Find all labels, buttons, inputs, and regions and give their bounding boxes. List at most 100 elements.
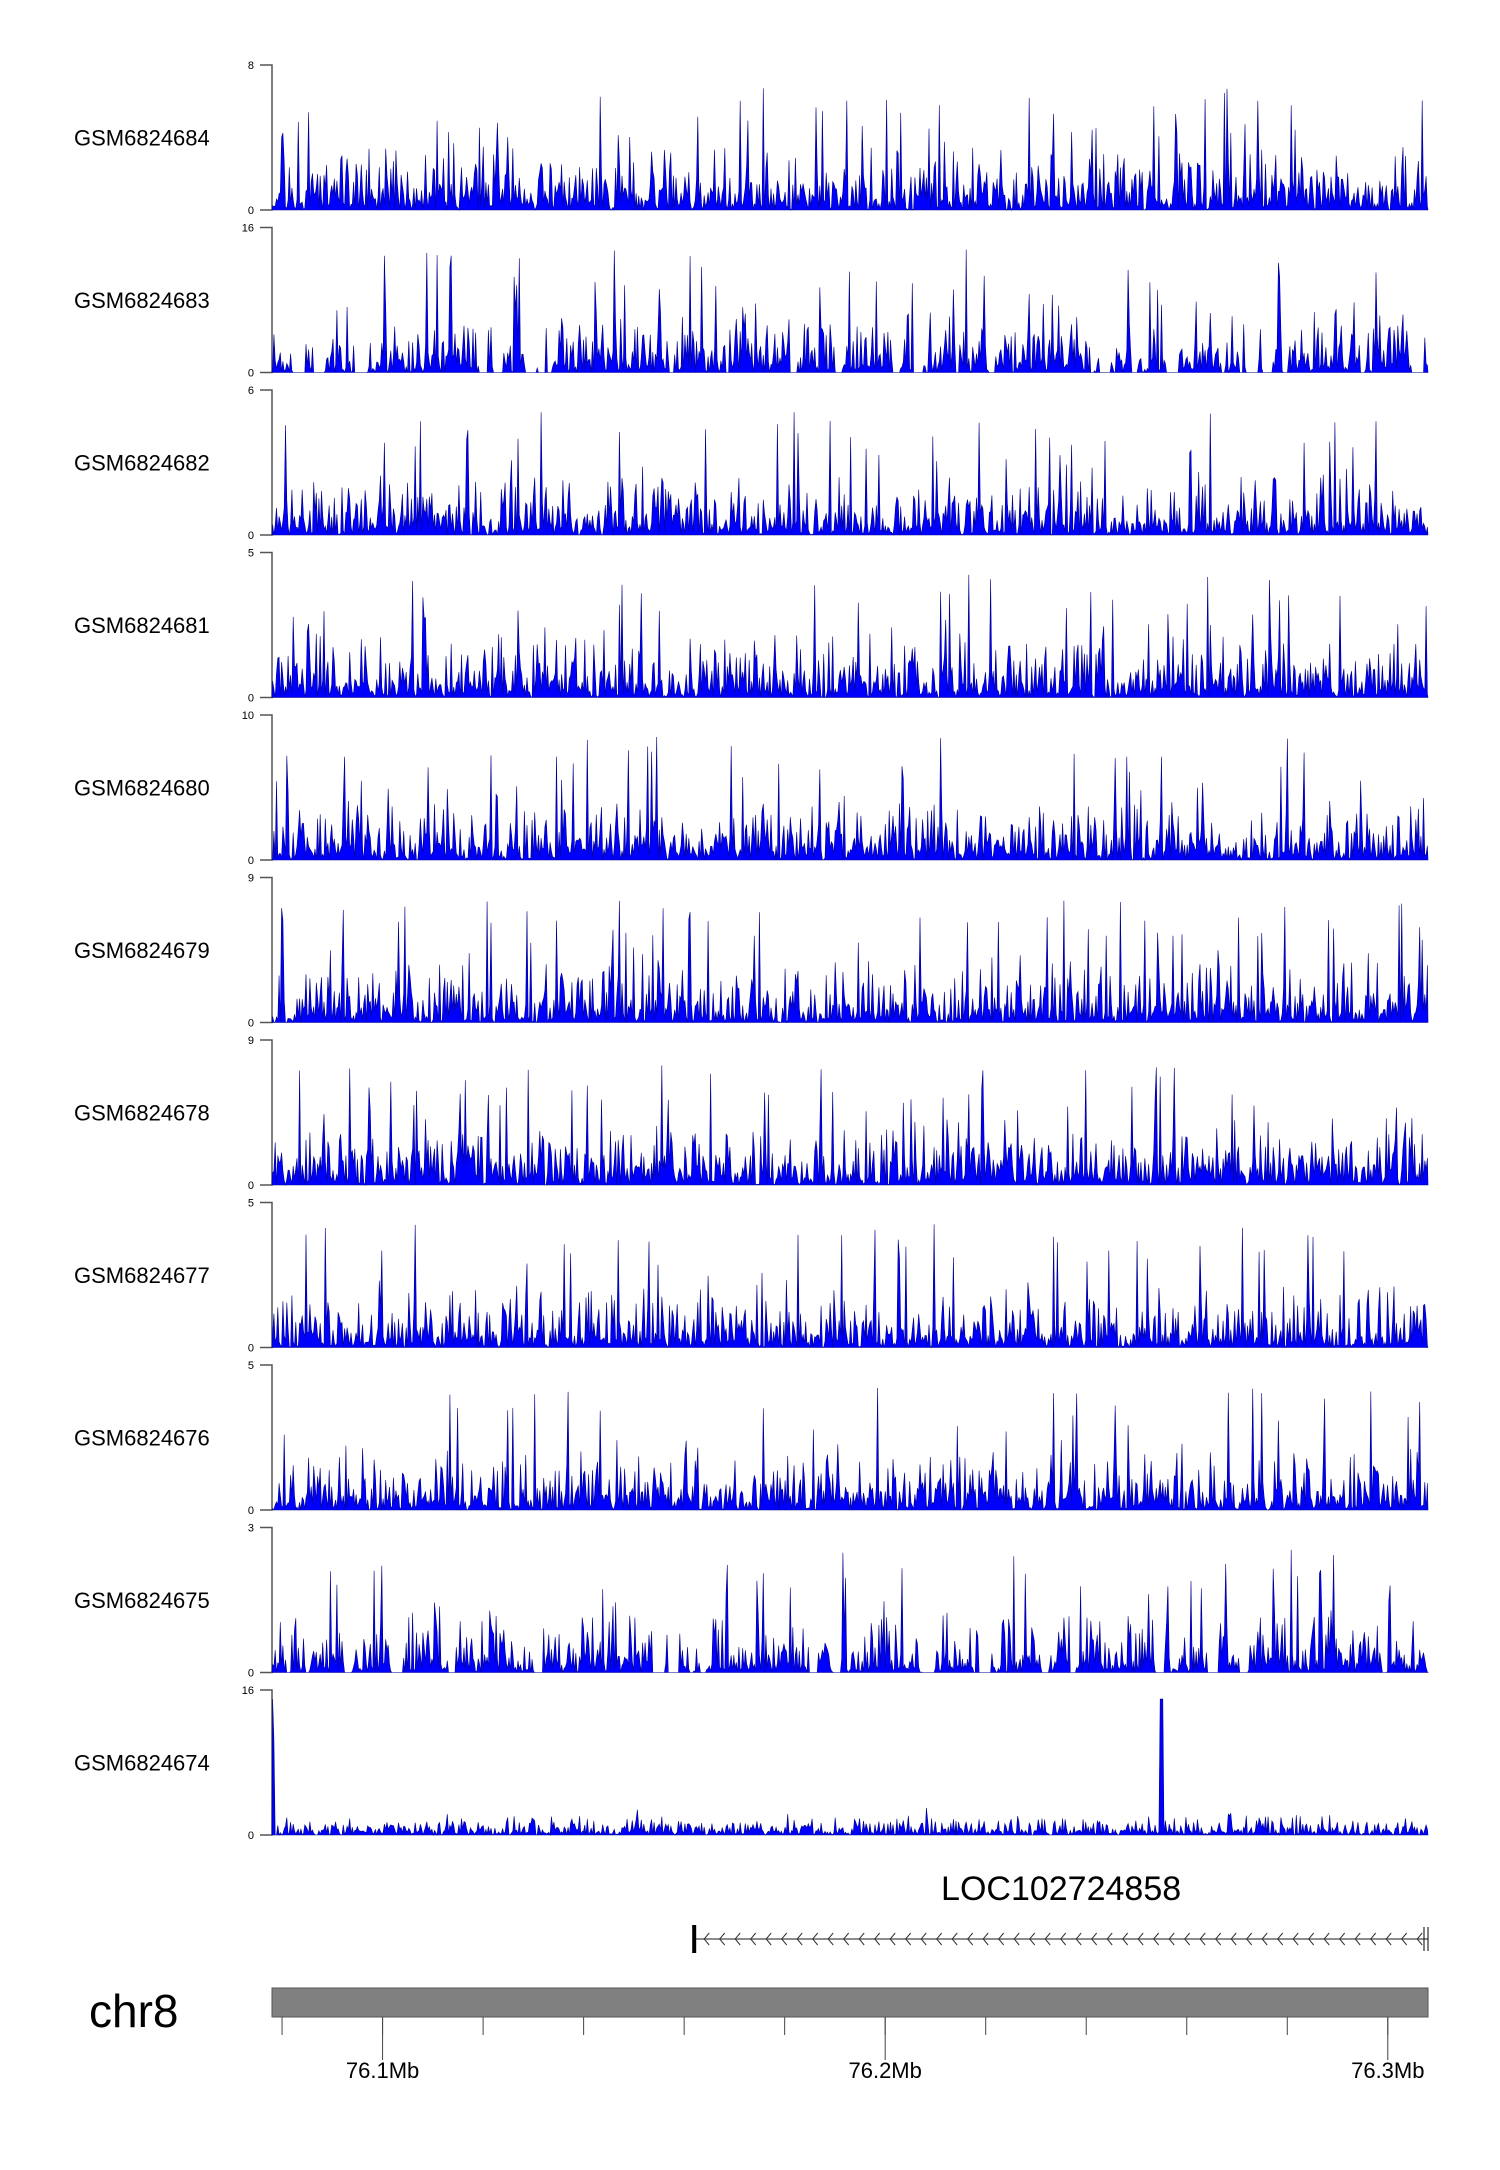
strand-arrow-icon (936, 1932, 943, 1946)
strand-arrow-icon (1029, 1932, 1036, 1946)
y-axis-max-label: 5 (248, 1360, 254, 1372)
track-label: GSM6824682 (74, 451, 210, 476)
y-axis-max-label: 3 (248, 1523, 254, 1535)
track-label: GSM6824681 (74, 613, 210, 638)
y-axis (260, 551, 273, 699)
y-axis (260, 226, 273, 374)
strand-arrow-icon (1199, 1932, 1206, 1946)
strand-arrow-icon (1091, 1932, 1098, 1946)
strand-arrow-icon (750, 1932, 757, 1946)
strand-arrow-icon (1323, 1932, 1330, 1946)
y-axis (260, 1039, 273, 1186)
y-axis-min-label: 0 (248, 530, 254, 542)
strand-arrow-icon (1261, 1932, 1268, 1946)
strand-arrow-icon (812, 1932, 819, 1946)
track-label: GSM6824677 (74, 1263, 210, 1288)
track-label: GSM6824684 (74, 126, 210, 151)
track-label: GSM6824675 (74, 1588, 210, 1613)
strand-arrow-icon (1215, 1932, 1222, 1946)
strand-arrow-icon (734, 1932, 741, 1946)
signal-track (271, 412, 1429, 536)
y-axis-min-label: 0 (248, 1018, 254, 1030)
strand-arrow-icon (1137, 1932, 1144, 1946)
signal-track (271, 1387, 1429, 1511)
y-axis (260, 1201, 273, 1349)
y-axis (260, 389, 273, 536)
strand-arrow-icon (874, 1932, 881, 1946)
y-axis-max-label: 9 (248, 873, 254, 885)
track-label: GSM6824674 (74, 1751, 210, 1776)
strand-arrow-icon (827, 1932, 834, 1946)
signal-track (271, 900, 1429, 1024)
strand-arrow-icon (998, 1932, 1005, 1946)
signal-track (271, 1224, 1429, 1349)
track-label: GSM6824679 (74, 938, 210, 963)
y-axis-max-label: 8 (248, 60, 254, 72)
y-axis-min-label: 0 (248, 205, 254, 217)
strand-arrow-icon (1416, 1932, 1423, 1946)
y-axis (260, 1689, 273, 1836)
y-axis-min-label: 0 (248, 1830, 254, 1842)
y-axis-max-label: 10 (242, 710, 254, 722)
strand-arrow-icon (967, 1932, 974, 1946)
signal-track (271, 1065, 1429, 1187)
strand-arrow-icon (1184, 1932, 1191, 1946)
strand-arrow-icon (796, 1932, 803, 1946)
y-axis-min-label: 0 (248, 1343, 254, 1355)
y-axis-max-label: 6 (248, 385, 254, 397)
y-axis-min-label: 0 (248, 1505, 254, 1517)
signal-track (271, 574, 1429, 699)
strand-arrow-icon (1354, 1932, 1361, 1946)
strand-arrow-icon (1168, 1932, 1175, 1946)
strand-arrow-icon (889, 1932, 896, 1946)
y-axis (260, 1364, 273, 1511)
x-axis-tick-label: 76.3Mb (1351, 2058, 1424, 2083)
x-axis-tick-label: 76.2Mb (848, 2058, 921, 2083)
y-axis-min-label: 0 (248, 855, 254, 867)
signal-track (271, 736, 1429, 862)
signal-track (271, 88, 1429, 211)
track-label: GSM6824680 (74, 776, 210, 801)
strand-arrow-icon (1246, 1932, 1253, 1946)
strand-arrow-icon (1075, 1932, 1082, 1946)
strand-arrow-icon (1153, 1932, 1160, 1946)
strand-arrow-icon (1370, 1932, 1377, 1946)
strand-arrow-icon (765, 1932, 772, 1946)
chromosome-label: chr8 (89, 1985, 178, 2037)
y-axis-min-label: 0 (248, 693, 254, 705)
track-label: GSM6824676 (74, 1426, 210, 1451)
y-axis-min-label: 0 (248, 368, 254, 380)
strand-arrow-icon (1044, 1932, 1051, 1946)
y-axis (260, 714, 273, 861)
signal-track (271, 249, 1429, 374)
x-axis-tick-label: 76.1Mb (346, 2058, 419, 2083)
strand-arrow-icon (951, 1932, 958, 1946)
y-axis (260, 1526, 273, 1674)
y-axis-min-label: 0 (248, 1180, 254, 1192)
track-label: GSM6824678 (74, 1101, 210, 1126)
y-axis-max-label: 5 (248, 548, 254, 560)
chromosome-bar (271, 1987, 1429, 2018)
strand-arrow-icon (1230, 1932, 1237, 1946)
y-axis-min-label: 0 (248, 1668, 254, 1680)
strand-arrow-icon (1339, 1932, 1346, 1946)
strand-arrow-icon (920, 1932, 927, 1946)
y-axis-max-label: 16 (242, 223, 254, 235)
strand-arrow-icon (1308, 1932, 1315, 1946)
y-axis (260, 64, 273, 211)
strand-arrow-icon (1013, 1932, 1020, 1946)
signal-track (271, 1698, 1429, 1837)
strand-arrow-icon (843, 1932, 850, 1946)
gene-label: LOC102724858 (941, 1870, 1181, 1908)
y-axis-max-label: 9 (248, 1035, 254, 1047)
strand-arrow-icon (719, 1932, 726, 1946)
strand-arrow-icon (1060, 1932, 1067, 1946)
strand-arrow-icon (905, 1932, 912, 1946)
strand-arrow-icon (703, 1932, 710, 1946)
track-label: GSM6824683 (74, 288, 210, 313)
strand-arrow-icon (1292, 1932, 1299, 1946)
y-axis (260, 876, 273, 1024)
strand-arrow-icon (1122, 1932, 1129, 1946)
strand-arrow-icon (858, 1932, 865, 1946)
